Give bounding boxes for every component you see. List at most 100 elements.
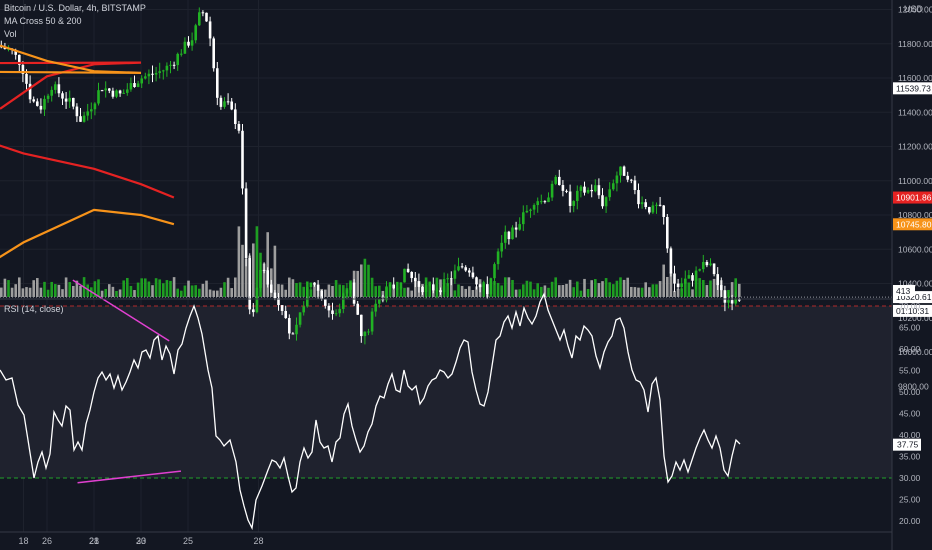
time-axis[interactable]: 262830Sep35791114161821232528	[0, 536, 264, 546]
candle-body	[712, 263, 716, 275]
volume-bar	[673, 290, 676, 297]
rsi-legend[interactable]: RSI (14, close)	[4, 304, 64, 314]
price-label-badge	[893, 82, 932, 95]
candle-body	[270, 284, 273, 293]
volume-bar	[450, 279, 453, 297]
candle-body	[514, 227, 518, 230]
volume-bar	[43, 281, 46, 297]
candle-body	[176, 53, 179, 66]
candle-body	[687, 275, 691, 279]
volume-legend[interactable]: Vol	[4, 29, 17, 39]
volume-bar	[622, 279, 626, 297]
candle-body	[284, 310, 287, 319]
candle-body	[493, 264, 496, 279]
price-tick-label: 10200.00	[898, 313, 932, 323]
volume-bar	[381, 290, 385, 297]
rsi-tick-label: 35.00	[899, 452, 921, 462]
volume-bar	[691, 289, 694, 297]
candle-body	[226, 101, 230, 103]
candle-body	[378, 299, 381, 304]
volume-bar	[525, 280, 529, 297]
volume-bar	[367, 264, 370, 297]
candle-body	[694, 270, 698, 281]
volume-bar	[111, 286, 115, 297]
candle-body	[349, 282, 352, 290]
volume-bar	[687, 282, 691, 297]
candlestick-series[interactable]	[0, 7, 741, 345]
candle-body	[288, 318, 291, 334]
volume-bar	[540, 286, 543, 297]
time-tick-label: 21	[89, 536, 99, 546]
volume-bar	[262, 263, 266, 297]
candle-body	[75, 106, 79, 117]
volume-bar	[597, 283, 601, 297]
candle-body	[360, 314, 363, 337]
candle-body	[464, 267, 467, 271]
volume-bar	[392, 289, 395, 297]
rsi-current-text: 37.75	[897, 440, 919, 450]
rsi-tick-label: 25.00	[899, 495, 921, 505]
volume-bar	[338, 284, 341, 297]
volume-bar	[147, 281, 151, 297]
candle-body	[558, 176, 561, 186]
ma-cross-legend[interactable]: MA Cross 50 & 200	[4, 16, 82, 26]
candle-body	[727, 300, 730, 303]
candle-body	[129, 83, 133, 90]
volume-bar	[475, 286, 478, 297]
candle-body	[46, 95, 50, 99]
candle-body	[212, 38, 215, 69]
candle-body	[478, 284, 482, 288]
volume-bar	[370, 277, 374, 297]
candle-body	[273, 292, 277, 299]
volume-bar	[115, 290, 118, 297]
price-trendline[interactable]	[72, 279, 170, 342]
candle-body	[82, 115, 86, 122]
volume-bar	[504, 277, 507, 297]
candle-body	[525, 210, 529, 213]
rsi-tick-label: 70.00	[899, 301, 921, 311]
volume-bar	[356, 270, 359, 297]
candle-body	[86, 111, 89, 116]
price-tick-label: 10600.00	[898, 244, 932, 254]
rsi-trendline[interactable]	[77, 470, 182, 484]
volume-bar	[183, 285, 187, 297]
rsi-band	[0, 306, 892, 478]
candle-body	[72, 97, 75, 107]
volume-bar	[208, 289, 212, 297]
candle-body	[468, 270, 471, 273]
candle-body	[306, 287, 309, 307]
candle-body	[417, 281, 421, 287]
volume-bar	[252, 243, 255, 297]
volume-bar	[615, 280, 619, 297]
candle-body	[90, 109, 93, 112]
price-axis[interactable]: 12000.00 11800.00 11600.00 11400.00 11200.00…	[893, 5, 932, 392]
candle-body	[410, 271, 413, 279]
volume-bar	[608, 282, 611, 297]
volume-bar	[10, 287, 14, 297]
candle-body	[608, 189, 611, 198]
volume-bar	[630, 286, 633, 297]
volume-bar	[14, 284, 17, 297]
volume-bar	[460, 285, 464, 297]
candle-body	[633, 180, 637, 191]
currency-label: USD	[904, 4, 924, 14]
candle-body	[705, 261, 709, 266]
volume-bar	[712, 278, 716, 297]
candle-body	[442, 279, 446, 293]
candle-body	[482, 284, 485, 288]
candle-body	[392, 284, 395, 289]
volume-bar	[446, 283, 449, 297]
candle-body	[615, 175, 619, 184]
candle-body	[720, 285, 723, 291]
time-tick-label: 25	[183, 536, 193, 546]
volume-bar	[57, 284, 61, 297]
candle-body	[252, 309, 255, 313]
symbol-legend[interactable]: Bitcoin / U.S. Dollar, 4h, BITSTAMP	[4, 3, 146, 13]
volume-bar	[180, 290, 183, 297]
candle-body	[547, 197, 550, 203]
candle-body	[147, 73, 151, 77]
volume-bar	[601, 281, 604, 297]
volume-bar	[529, 281, 532, 297]
rsi-axis[interactable]: 70.00 65.00 60.00 55.00 50.00 45.00 40.00 35.00…	[893, 301, 921, 526]
